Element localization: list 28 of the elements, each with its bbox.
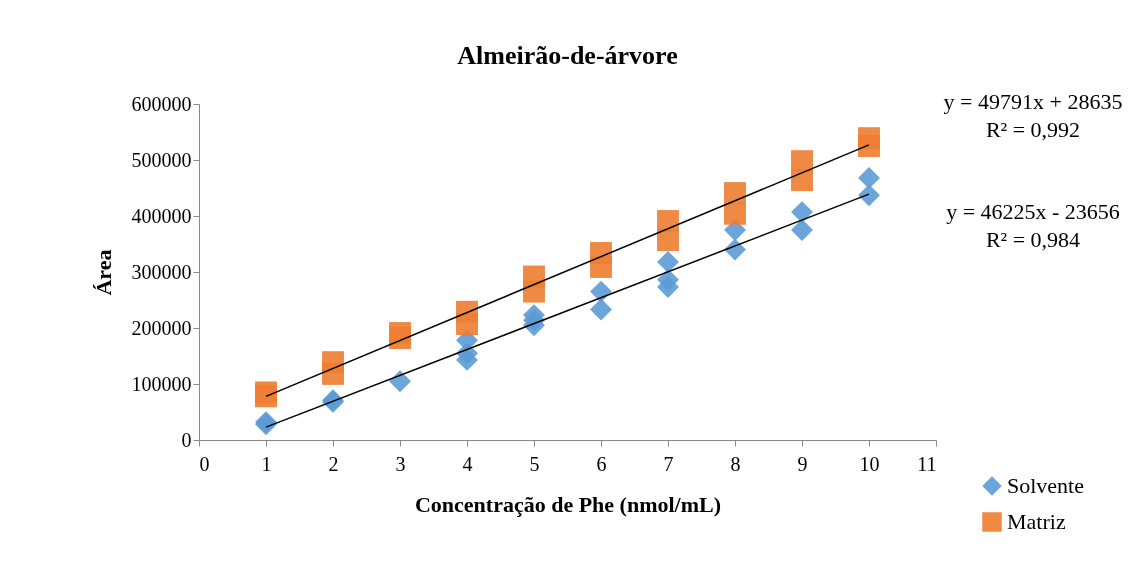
x-tick-label: 8 [730, 452, 741, 475]
x-tick-label: 0 [199, 452, 210, 475]
text: y = 49791x + 28635 [943, 89, 1123, 114]
y-tick-label: 500000 [131, 148, 192, 171]
text: R² = 0,992 [985, 117, 1081, 142]
y-tick-label: 300000 [131, 260, 192, 283]
x-tick-label: 10 [859, 452, 880, 475]
x-tick-label: 5 [529, 452, 540, 475]
x-tick-label: 1 [261, 452, 272, 475]
y-tick-label: 600000 [131, 92, 192, 115]
x-tick-label: 6 [596, 452, 607, 475]
x-axis-title: Concentração de Phe (nmol/mL) [414, 491, 722, 517]
x-tick-label: 7 [663, 452, 674, 475]
text: y = 46225x - 23656 [946, 199, 1120, 224]
x-tick-label: 2 [328, 452, 339, 475]
x-tick-label: 9 [797, 452, 808, 475]
x-tick-label: 4 [462, 452, 473, 475]
y-axis-title: Área [90, 249, 116, 296]
y-tick-label: 100000 [131, 372, 192, 395]
x-tick-label: 11 [917, 452, 937, 475]
y-tick-label: 200000 [131, 316, 192, 339]
legend-label: Solvente [1007, 473, 1084, 498]
y-tick-label: 400000 [131, 204, 192, 227]
legend-label: Matriz [1007, 509, 1066, 534]
text: R² = 0,984 [985, 227, 1081, 252]
y-tick-label: 0 [181, 428, 192, 451]
x-tick-label: 3 [395, 452, 406, 475]
chart-title: Almeirão-de-árvore [457, 41, 678, 70]
